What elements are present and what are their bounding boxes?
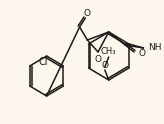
Text: O: O bbox=[101, 61, 108, 69]
Text: O: O bbox=[139, 48, 146, 58]
Text: CH₃: CH₃ bbox=[101, 47, 116, 57]
Text: Cl: Cl bbox=[39, 57, 48, 67]
Text: O: O bbox=[94, 55, 102, 63]
Text: O: O bbox=[84, 9, 91, 17]
Text: NH: NH bbox=[148, 44, 162, 52]
